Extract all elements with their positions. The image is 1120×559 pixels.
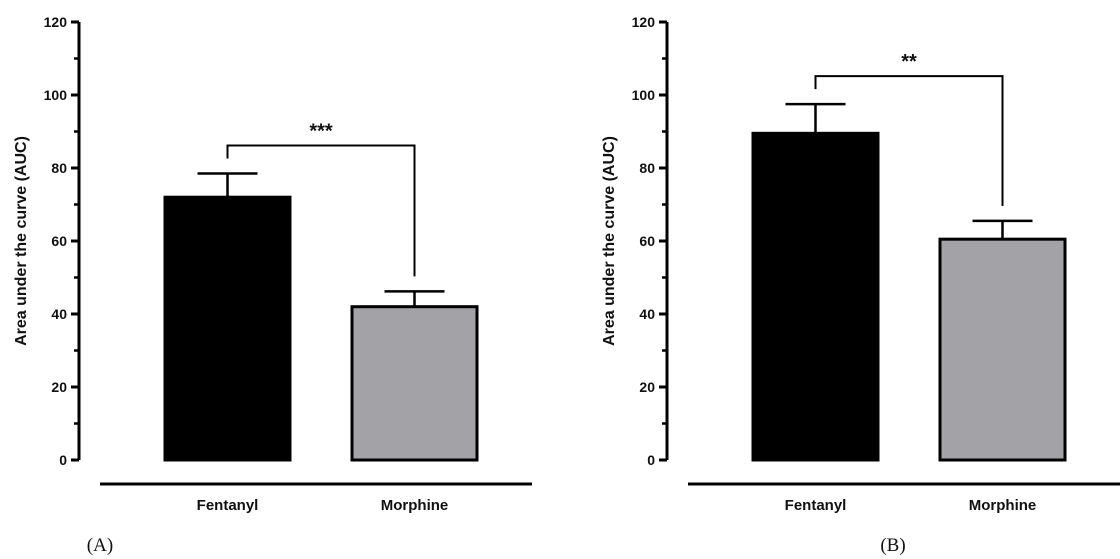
significance-label: *** (309, 120, 333, 142)
category-label: Morphine (969, 497, 1037, 514)
y-tick-label: 100 (44, 87, 68, 103)
bar-fentanyl (163, 195, 292, 462)
panel-label: (A) (87, 535, 113, 556)
y-tick-label: 40 (639, 306, 655, 322)
y-tick-label: 80 (51, 160, 67, 176)
bar-fentanyl (751, 131, 880, 462)
panel-label: (B) (880, 535, 905, 556)
bar-morphine (938, 237, 1067, 462)
y-tick-label: 0 (647, 452, 655, 468)
y-tick-label: 20 (639, 379, 655, 395)
y-tick-label: 60 (51, 233, 67, 249)
y-tick-label: 0 (59, 452, 67, 468)
y-tick-label: 60 (639, 233, 655, 249)
category-label: Morphine (381, 497, 449, 514)
category-label: Fentanyl (197, 497, 259, 514)
y-axis-title: Area under the curve (AUC) (13, 136, 30, 346)
chart-panel-1: 0 20 40 60 80 100 120 Fentanyl Morphine *** Area u… (13, 14, 532, 556)
y-tick-label: 120 (632, 14, 656, 30)
significance-bracket (814, 75, 1004, 206)
y-tick-label: 100 (632, 87, 656, 103)
chart-panel-2: 0 20 40 60 80 100 120 Fentanyl Morphine ** Area un… (601, 14, 1120, 556)
significance-label: ** (901, 51, 917, 73)
category-label: Fentanyl (785, 497, 847, 514)
y-axis-title: Area under the curve (AUC) (601, 136, 618, 346)
y-tick-label: 80 (639, 160, 655, 176)
y-tick-label: 40 (51, 306, 67, 322)
significance-bracket (226, 144, 416, 277)
bar-morphine (350, 305, 479, 462)
y-tick-label: 120 (44, 14, 68, 30)
y-tick-label: 20 (51, 379, 67, 395)
